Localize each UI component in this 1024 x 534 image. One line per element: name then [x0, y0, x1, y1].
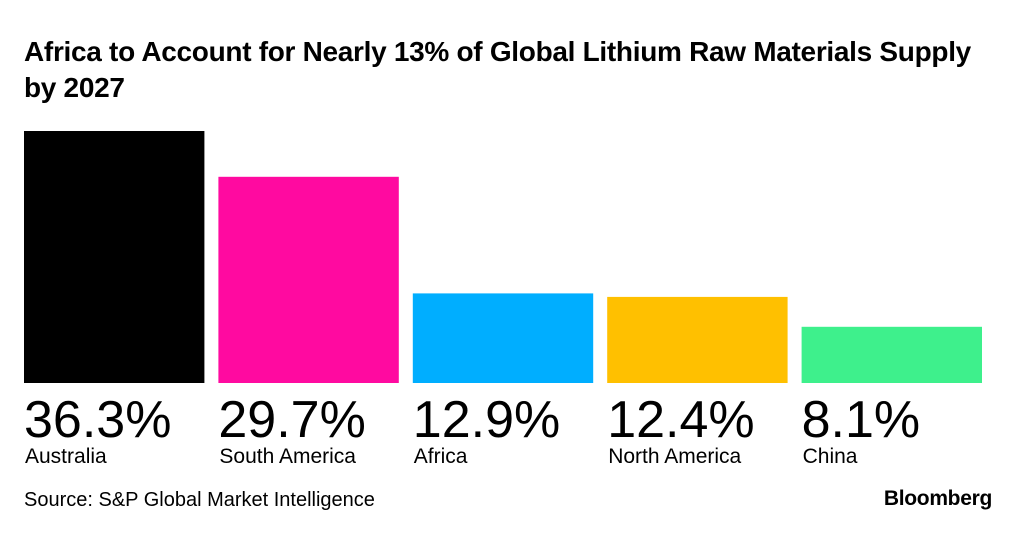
bar-south-america: [218, 176, 399, 383]
bar-africa: [412, 293, 594, 383]
category-label-south-america: South America: [219, 445, 356, 468]
chart-title: Africa to Account for Nearly 13% of Glob…: [24, 36, 971, 103]
category-label-africa: Africa: [414, 445, 468, 468]
bloomberg-logo: Bloomberg: [883, 487, 992, 510]
value-label-south-america: 29.7%: [218, 391, 365, 449]
bar-china: [801, 326, 982, 383]
bar-australia: [24, 131, 205, 383]
category-label-australia: Australia: [25, 445, 107, 468]
source-note: Source: S&P Global Market Intelligence: [24, 489, 375, 511]
value-label-china: 8.1%: [802, 391, 921, 449]
labels-group: 36.3%Australia 29.7%South America 12.9%Afr…: [24, 391, 920, 468]
category-label-north-america: North America: [608, 445, 741, 468]
category-label-china: China: [803, 445, 858, 468]
bars-group: [24, 131, 982, 383]
value-label-africa: 12.9%: [413, 391, 560, 449]
value-label-australia: 36.3%: [24, 391, 171, 449]
value-label-north-america: 12.4%: [607, 391, 754, 449]
bar-north-america: [607, 296, 788, 383]
